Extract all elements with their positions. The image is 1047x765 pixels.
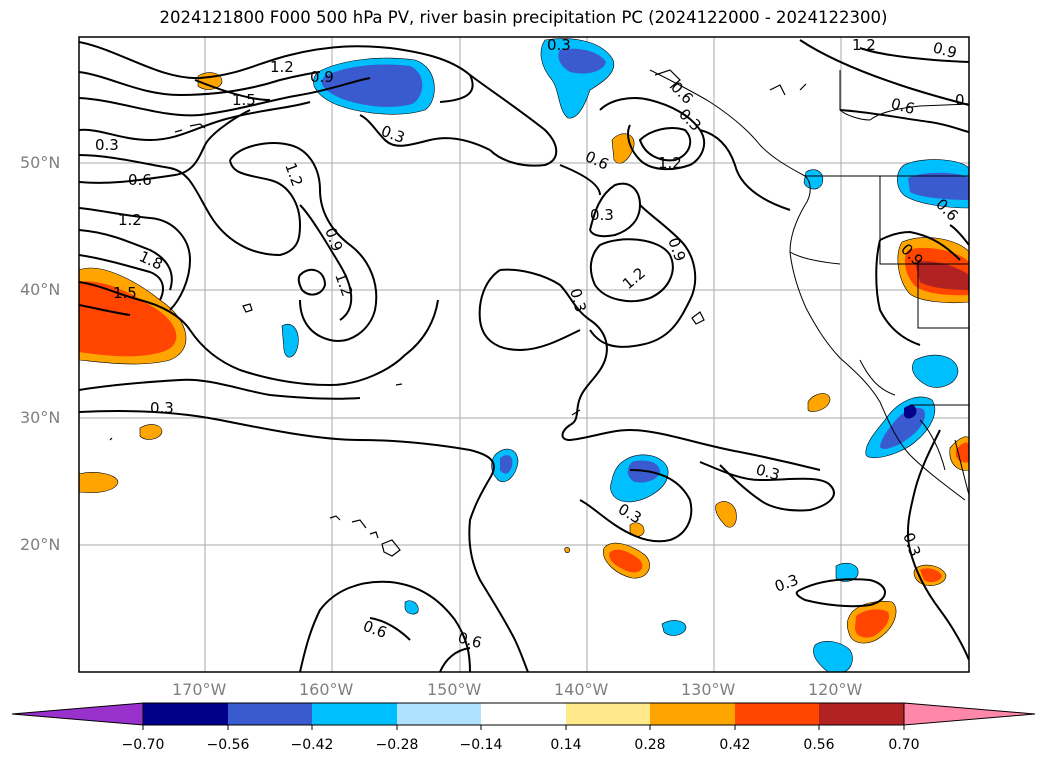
contour-label: 0.9: [310, 68, 334, 86]
contour-label: 0.3: [547, 36, 571, 54]
colorbar-tick-label: −0.70: [121, 737, 165, 753]
precip-negative-area: [661, 620, 687, 636]
colorbar: [11, 702, 1036, 730]
precip-positive-area: [915, 261, 969, 290]
precip-positive-area: [609, 549, 643, 573]
precip-negative-area: [404, 600, 419, 615]
contour-label: 0.6: [889, 94, 917, 118]
colorbar-tick-label: 0.42: [719, 737, 751, 753]
lon-label: 160°W: [299, 680, 354, 699]
contour-label: 1.2: [118, 211, 142, 229]
lon-label: 120°W: [808, 680, 863, 699]
lon-label: 170°W: [172, 680, 227, 699]
contour-label: 0.3: [150, 399, 174, 417]
contour-label: 0.9: [931, 38, 959, 62]
precip-negative-area: [912, 354, 959, 388]
colorbar-tick-label: 0.56: [803, 737, 835, 753]
contour-label: 0.3: [955, 91, 979, 109]
graticule: [79, 37, 969, 672]
contour-label: 1.2: [658, 154, 682, 172]
contour-label: 1.2: [852, 36, 876, 54]
colorbar-tick-label: 0.28: [634, 737, 666, 753]
contour-label: 1.5: [232, 91, 256, 109]
lat-label: 50°N: [20, 153, 61, 172]
precip-negative-area: [880, 407, 925, 449]
precip-negative-area: [500, 455, 513, 474]
contour-label: 0.6: [128, 171, 152, 189]
colorbar-tick-label: −0.42: [290, 737, 334, 753]
colorbar-tick-label: −0.14: [459, 737, 503, 753]
precip-anomaly-fills: [79, 38, 969, 672]
lat-label: 40°N: [20, 280, 61, 299]
precip-positive-area: [564, 547, 570, 553]
map-panel: 1.2 0.9 1.5 0.3 0.3 0.6 1.2 1.8 1.5 1.2 …: [79, 36, 979, 672]
precip-positive-area: [139, 424, 163, 440]
contour-label: 0.3: [95, 136, 119, 154]
map-frame: [78, 36, 970, 673]
colorbar-tick-label: 0.14: [550, 737, 582, 753]
pv-contours: [79, 39, 969, 672]
map-title: 2024121800 F000 500 hPa PV, river basin …: [159, 8, 888, 27]
contour-label: 0.3: [590, 206, 614, 224]
lat-label: 30°N: [20, 408, 61, 427]
precip-positive-area: [79, 281, 177, 357]
colorbar-tick-label: −0.28: [375, 737, 419, 753]
precip-negative-area: [904, 405, 917, 419]
precip-positive-area: [807, 393, 831, 412]
lat-label: 20°N: [20, 535, 61, 554]
contour-label: 0.3: [566, 286, 590, 314]
precip-negative-area: [281, 324, 299, 358]
lon-label: 140°W: [554, 680, 609, 699]
colorbar-tick-label: 0.70: [888, 737, 920, 753]
precip-positive-area: [920, 568, 942, 583]
colorbar-extend-high: [903, 702, 1036, 726]
contour-label: 0.6: [456, 628, 484, 652]
colorbar-tick-label: −0.56: [206, 737, 250, 753]
precip-positive-area: [715, 501, 737, 528]
precip-positive-area: [855, 609, 890, 638]
precip-negative-area: [321, 64, 423, 107]
precip-negative-area: [813, 641, 853, 672]
contour-label: 1.5: [113, 284, 137, 302]
precip-negative-area: [558, 48, 606, 74]
colorbar-extend-low: [11, 702, 144, 726]
contour-label: 0.3: [754, 460, 782, 484]
precip-negative-area: [803, 169, 824, 190]
precip-negative-area: [908, 172, 969, 200]
contour-label: 1.2: [270, 58, 294, 76]
precip-positive-area: [79, 472, 119, 493]
lon-label: 130°W: [681, 680, 736, 699]
lon-label: 150°W: [427, 680, 482, 699]
